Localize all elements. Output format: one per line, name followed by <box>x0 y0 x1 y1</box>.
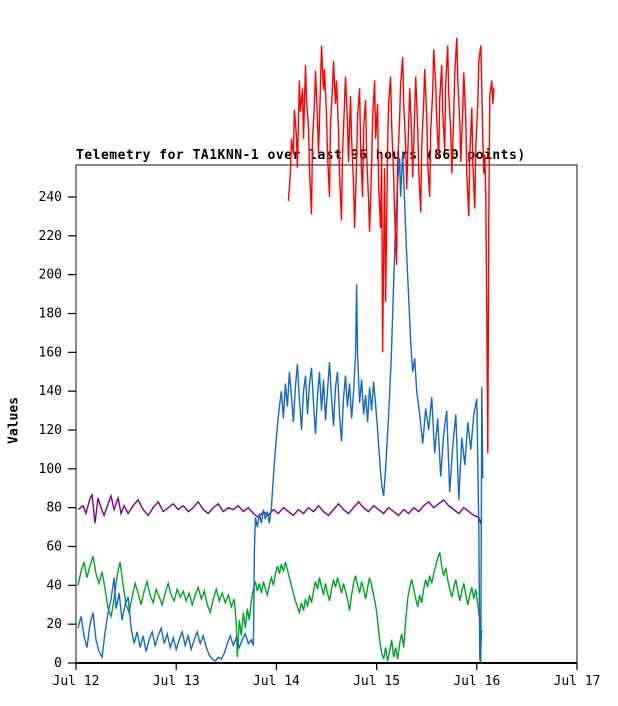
y-tick-label: 220 <box>39 229 62 244</box>
y-tick-label: 180 <box>39 307 62 322</box>
series-blue-channel <box>77 152 484 664</box>
x-tick-label: Jul 15 <box>353 674 400 689</box>
x-tick-label: Jul 12 <box>53 674 100 689</box>
y-tick-label: 40 <box>46 578 62 593</box>
y-tick-label: 60 <box>46 540 62 555</box>
y-tick-label: 20 <box>46 617 62 632</box>
series-purple-channel <box>77 493 483 526</box>
y-tick-label: 140 <box>39 384 62 399</box>
y-tick-label: 200 <box>39 268 62 283</box>
y-tick-label: 80 <box>46 501 62 516</box>
x-tick-label: Jul 17 <box>554 674 601 689</box>
series-green-channel <box>77 552 483 662</box>
series-red-channel <box>287 37 495 454</box>
y-tick-label: 160 <box>39 345 62 360</box>
y-tick-label: 0 <box>54 656 62 671</box>
y-tick-label: 100 <box>39 462 62 477</box>
x-tick-label: Jul 16 <box>453 674 500 689</box>
x-tick-label: Jul 14 <box>253 674 300 689</box>
y-tick-label: 240 <box>39 190 62 205</box>
x-tick-label: Jul 13 <box>153 674 200 689</box>
y-tick-label: 120 <box>39 423 62 438</box>
